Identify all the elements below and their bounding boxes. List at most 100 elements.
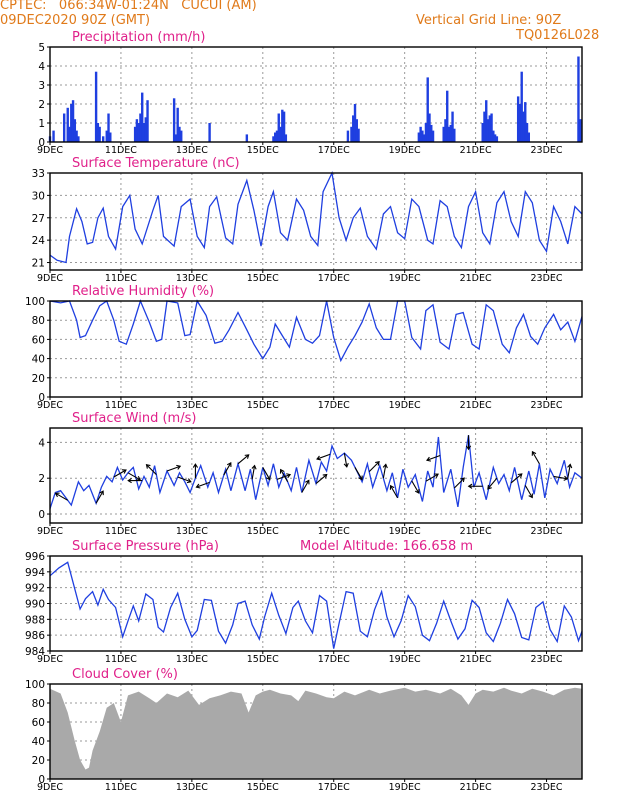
wind-arrow: [127, 472, 141, 481]
wind-line: [49, 435, 583, 509]
wind-arrow: [343, 452, 348, 467]
wind-arrow: [146, 464, 157, 475]
precip-bar: [527, 132, 530, 142]
precip-bar: [272, 136, 275, 142]
rh-xtick-label: 23DEC: [531, 400, 563, 411]
wind-arrow: [262, 467, 271, 480]
temp-xtick-label: 9DEC: [37, 273, 63, 284]
pres-xtick-label: 23DEC: [531, 654, 563, 665]
precip-xtick-label: 23DEC: [531, 145, 563, 156]
precip-bar: [109, 132, 112, 142]
header-model-code: TQ0126L028: [516, 28, 600, 43]
precip-bar: [174, 134, 178, 142]
pres-xtick-label: 17DEC: [318, 654, 350, 665]
wind-arrow: [276, 474, 291, 480]
pres-annotation: Model Altitude: 166.658 m: [300, 539, 473, 554]
wind-arrow-head: [382, 463, 388, 469]
temp-xtick-label: 15DEC: [247, 273, 279, 284]
wind-arrow-head: [305, 479, 310, 485]
wind-title: Surface Wind (m/s): [72, 411, 196, 426]
wind-arrow-head: [434, 473, 439, 478]
precip-ytick-label: 3: [38, 80, 45, 92]
wind-arrow: [390, 485, 399, 499]
precip-bar: [447, 126, 451, 142]
rh-ytick-label: 60: [32, 334, 45, 346]
pres-xtick-label: 13DEC: [176, 654, 208, 665]
pres-ytick-label: 990: [25, 599, 45, 611]
pres-ytick-label: 988: [25, 614, 45, 626]
precip-bar: [422, 134, 426, 142]
precip-bar: [77, 136, 80, 142]
precip-bar: [277, 113, 280, 142]
cloud-ytick-label: 80: [32, 698, 45, 710]
precip-bar: [451, 111, 454, 142]
precip-bar: [142, 123, 146, 142]
pres-ytick-label: 986: [25, 630, 45, 642]
temp-xtick-label: 13DEC: [176, 273, 208, 284]
cloud-xtick-label: 23DEC: [531, 782, 563, 793]
wind-arrow: [426, 454, 441, 461]
rh-xtick-label: 11DEC: [105, 400, 137, 411]
temp-xtick-label: 17DEC: [318, 273, 350, 284]
rh-xtick-label: 13DEC: [176, 400, 208, 411]
wind-arrow-head: [375, 460, 380, 466]
temp-ytick-label: 24: [32, 235, 46, 247]
precip-xtick-label: 15DEC: [247, 145, 279, 156]
precip-bar: [70, 104, 73, 142]
precip-bar: [518, 104, 522, 142]
pres-line: [49, 561, 583, 649]
cloud-xtick-label: 19DEC: [389, 782, 421, 793]
pres-ytick-label: 984: [25, 646, 45, 658]
wind-arrow-head: [145, 463, 151, 469]
rh-xtick-label: 9DEC: [37, 400, 63, 411]
temp-line: [49, 170, 583, 264]
pres-xtick-label: 21DEC: [460, 654, 492, 665]
precip-bar: [417, 132, 421, 142]
precip-bar: [68, 126, 71, 142]
precip-bar: [346, 130, 350, 142]
cloud-ytick-label: 40: [32, 736, 45, 748]
cloud-xtick-label: 9DEC: [37, 782, 63, 793]
precip-bar: [353, 104, 357, 142]
wind-arrow: [567, 464, 571, 479]
cloud-ytick-label: 60: [32, 717, 45, 729]
wind-xtick-label: 19DEC: [389, 526, 421, 537]
precip-bar: [444, 119, 447, 142]
precip-bar: [430, 124, 433, 142]
precip-bar: [94, 71, 98, 142]
wind-arrow-head: [121, 469, 127, 474]
precip-bar: [105, 130, 108, 142]
precip-bar: [66, 107, 69, 142]
precip-bar: [146, 100, 149, 142]
rh-xtick-label: 19DEC: [389, 400, 421, 411]
rh-line: [49, 299, 583, 363]
precip-bar: [141, 92, 144, 142]
precip-bar: [449, 124, 452, 142]
temp-ytick-label: 27: [32, 213, 45, 225]
wind-arrow: [510, 473, 523, 484]
precip-xtick-label: 9DEC: [37, 145, 63, 156]
wind-arrow: [315, 474, 328, 484]
rh-frame: [49, 300, 583, 398]
temp-ytick-label: 30: [32, 190, 45, 202]
precip-ytick-label: 5: [38, 42, 45, 54]
cloud-ytick-label: 0: [38, 774, 45, 786]
wind-arrow: [301, 480, 310, 493]
wind-arrow: [316, 453, 331, 460]
precip-frame: [49, 46, 583, 143]
wind-arrow-head: [531, 450, 537, 456]
precip-bar: [485, 100, 488, 142]
precip-bar: [520, 71, 523, 142]
precip-ytick-label: 4: [38, 61, 45, 73]
precip-bar: [446, 90, 449, 142]
rh-xtick-label: 21DEC: [460, 400, 492, 411]
precip-bar: [516, 96, 520, 142]
cloud-xtick-label: 21DEC: [460, 782, 492, 793]
wind-arrow-head: [226, 462, 232, 467]
pres-xtick-label: 11DEC: [105, 654, 137, 665]
cloud-xtick-label: 17DEC: [318, 782, 350, 793]
wind-arrow: [55, 492, 69, 501]
precip-xtick-label: 11DEC: [105, 145, 137, 156]
pres-ytick-label: 996: [25, 551, 45, 563]
wind-arrow-head: [192, 463, 199, 468]
